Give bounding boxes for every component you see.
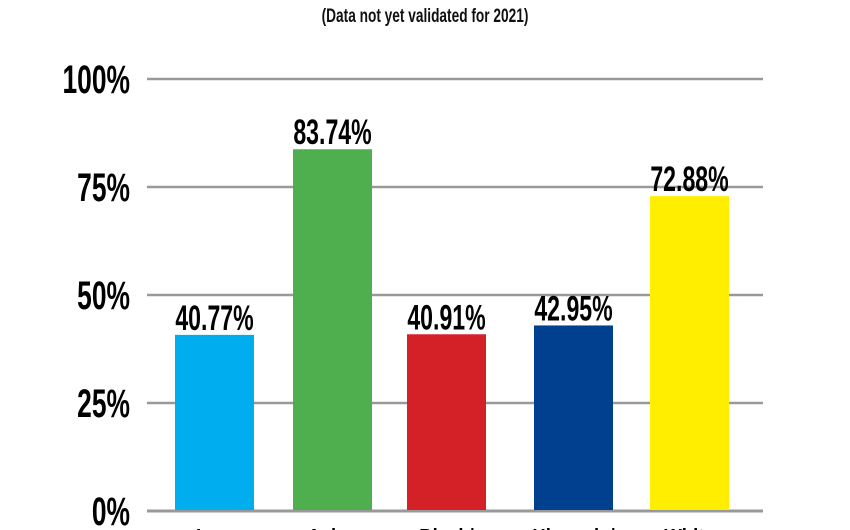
x-tick-label-group: Hispanic/: [532, 524, 614, 530]
data-label: 42.95%: [534, 290, 612, 329]
y-tick-label-group: 75%: [77, 166, 130, 211]
x-tick-label-group: Low: [196, 524, 233, 530]
y-tick-label-group: 0%: [92, 490, 130, 530]
x-tick-label-group: Asian: [307, 524, 357, 530]
data-label: 40.77%: [175, 299, 253, 338]
x-tick-label: White: [664, 524, 714, 530]
data-label: 83.74%: [293, 114, 371, 153]
x-tick-label: Asian: [307, 524, 357, 530]
y-tick-label-group: 50%: [77, 274, 130, 319]
data-label: 72.88%: [650, 160, 728, 199]
data-label-group: 83.74%: [293, 114, 371, 153]
bar: [534, 325, 613, 510]
bar: [175, 334, 254, 510]
y-tick-label-group: 25%: [77, 382, 130, 427]
chart-subtitle: (Data not yet validated for 2021): [321, 6, 529, 27]
bar: [293, 149, 372, 510]
data-label-group: 40.77%: [175, 299, 253, 338]
x-tick-label: Hispanic/: [532, 524, 614, 530]
data-label-group: 72.88%: [650, 160, 728, 199]
x-tick-label-group: White: [664, 524, 714, 530]
x-tick-label: Black/: [419, 524, 474, 530]
x-tick-label: Low: [196, 524, 233, 530]
bar: [407, 334, 486, 510]
y-tick-label: 50%: [77, 274, 130, 319]
data-label: 40.91%: [407, 299, 485, 338]
x-tick-label-group: Black/: [419, 524, 474, 530]
y-tick-label: 0%: [92, 490, 130, 530]
y-tick-label-group: 100%: [63, 58, 130, 103]
y-tick-label: 25%: [77, 382, 130, 427]
data-label-group: 42.95%: [534, 290, 612, 329]
data-label-group: 40.91%: [407, 299, 485, 338]
bar: [650, 196, 729, 511]
y-tick-label: 75%: [77, 166, 130, 211]
y-tick-label: 100%: [63, 58, 130, 103]
